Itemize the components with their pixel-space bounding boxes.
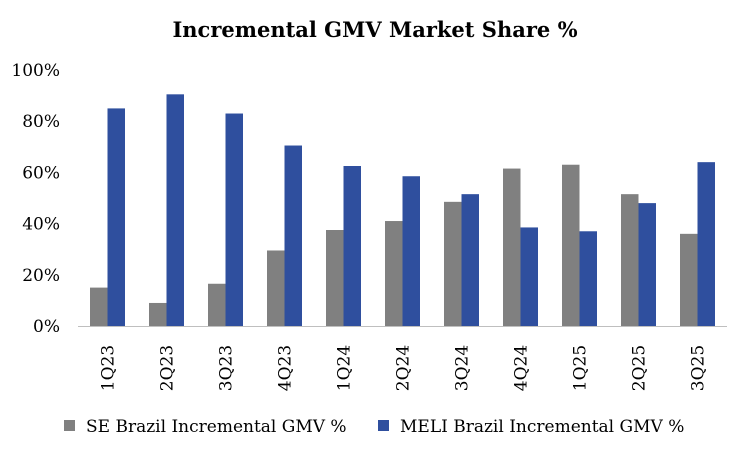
se-bar <box>562 164 580 326</box>
se-bar <box>326 230 344 326</box>
x-tick-label: 3Q23 <box>217 345 237 391</box>
y-tick-label: 0% <box>33 317 60 337</box>
se-bar <box>208 283 226 326</box>
meli-bar <box>107 108 125 327</box>
x-tick-label: 1Q24 <box>335 345 355 391</box>
meli-bar <box>520 227 538 326</box>
y-tick-label: 20% <box>22 266 60 286</box>
meli-bar <box>166 94 184 326</box>
se-bar <box>385 221 403 326</box>
x-tick-label: 2Q23 <box>158 345 178 391</box>
meli-bar <box>225 113 243 327</box>
se-bar <box>90 287 108 326</box>
x-tick-label: 1Q23 <box>99 345 119 391</box>
legend-label-se: SE Brazil Incremental GMV % <box>86 417 347 437</box>
x-tick-label: 2Q25 <box>630 345 650 391</box>
meli-bar <box>461 194 479 326</box>
bars-group <box>90 94 715 327</box>
meli-bar <box>284 145 302 326</box>
se-bar <box>621 194 639 326</box>
meli-bar <box>343 166 361 326</box>
meli-bar <box>638 203 656 326</box>
legend-label-meli: MELI Brazil Incremental GMV % <box>400 417 684 437</box>
se-bar <box>149 302 167 326</box>
y-tick-label: 40% <box>22 215 60 235</box>
y-tick-label: 100% <box>11 61 60 81</box>
legend: SE Brazil Incremental GMV % MELI Brazil I… <box>64 417 684 437</box>
y-tick-label: 80% <box>22 112 60 132</box>
x-tick-label: 4Q24 <box>512 345 532 391</box>
meli-bar <box>402 176 420 326</box>
chart-title: Incremental GMV Market Share % <box>172 17 577 42</box>
y-tick-label: 60% <box>22 163 60 183</box>
meli-bar <box>579 231 597 326</box>
x-tick-label: 4Q23 <box>276 345 296 391</box>
x-axis: 1Q23 2Q23 3Q23 4Q23 1Q24 2Q24 3Q24 4Q24 1Q25 2Q25… <box>99 345 709 391</box>
se-bar <box>680 233 698 326</box>
x-tick-label: 1Q25 <box>571 345 591 391</box>
meli-bar <box>697 162 715 326</box>
x-tick-label: 2Q24 <box>394 345 414 391</box>
se-bar <box>503 168 521 326</box>
legend-swatch-meli <box>378 420 389 431</box>
y-axis: 0% 20% 40% 60% 80% 100% <box>11 61 60 337</box>
se-bar <box>444 201 462 326</box>
se-bar <box>267 250 285 326</box>
legend-swatch-se <box>64 420 75 431</box>
x-tick-label: 3Q25 <box>689 345 709 391</box>
x-tick-label: 3Q24 <box>453 345 473 391</box>
